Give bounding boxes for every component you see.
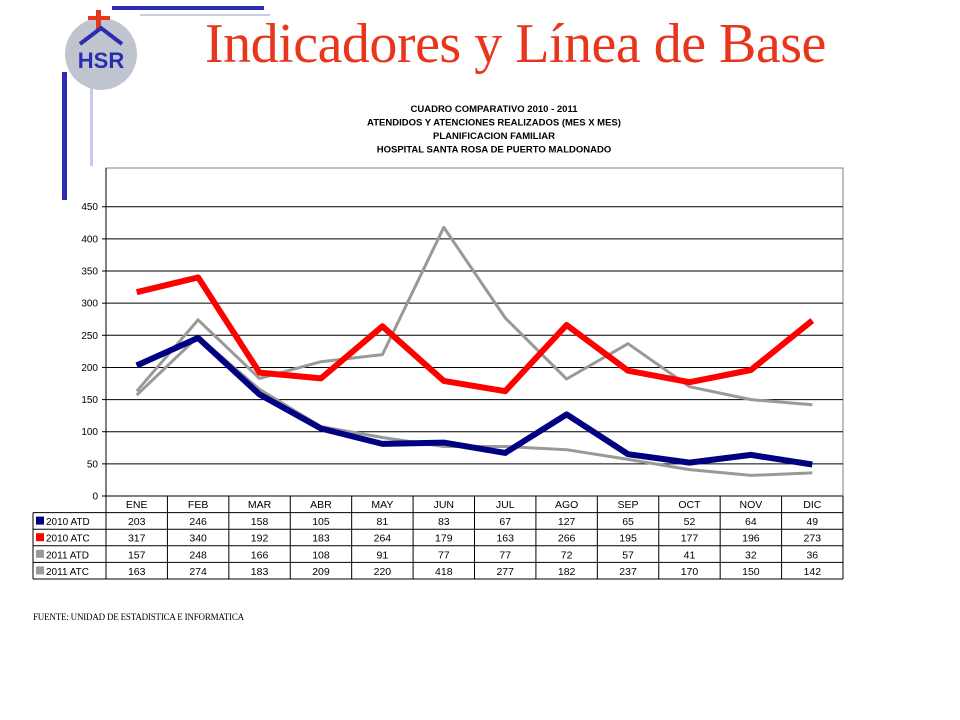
series-line-2011-atc [135, 225, 813, 407]
data-value-label: 183 [251, 566, 269, 578]
legend-swatch [36, 533, 44, 542]
data-value-label: 32 [745, 549, 757, 561]
x-category-label: DIC [803, 499, 822, 511]
data-value-label: 220 [374, 566, 392, 578]
hospital-logo: HSR [65, 10, 137, 90]
legend-label: 2010 ATD [46, 517, 90, 528]
legend-label: 2010 ATC [46, 534, 90, 545]
chart-title-line: CUADRO COMPARATIVO 2010 - 2011 [411, 104, 579, 115]
data-value-label: 36 [806, 549, 818, 561]
x-category-label: MAR [248, 499, 272, 511]
x-category-label: ABR [310, 499, 332, 511]
y-tick-label: 250 [81, 331, 98, 342]
chart-title-line: HOSPITAL SANTA ROSA DE PUERTO MALDONADO [377, 145, 612, 156]
y-tick-label: 150 [81, 395, 98, 406]
data-value-label: 196 [742, 533, 760, 545]
data-value-label: 91 [377, 549, 389, 561]
data-value-label: 77 [499, 549, 511, 561]
data-value-label: 177 [681, 533, 699, 545]
chart-title-line: PLANIFICACION FAMILIAR [433, 131, 555, 142]
data-value-label: 49 [806, 516, 818, 528]
page-title: Indicadores y Línea de Base [205, 13, 826, 75]
data-value-label: 183 [312, 533, 330, 545]
data-value-label: 195 [619, 533, 637, 545]
data-value-label: 264 [374, 533, 392, 545]
legend-label: 2011 ATC [46, 567, 89, 578]
data-value-label: 157 [128, 549, 146, 561]
data-value-label: 277 [496, 566, 514, 578]
data-value-label: 81 [377, 516, 389, 528]
data-value-label: 266 [558, 533, 576, 545]
data-value-label: 163 [496, 533, 514, 545]
y-tick-label: 400 [81, 234, 98, 245]
x-category-label: JUL [496, 499, 515, 511]
decor-bar-blue-top [112, 6, 264, 10]
data-value-label: 65 [622, 516, 634, 528]
data-value-label: 246 [189, 516, 207, 528]
data-value-label: 127 [558, 516, 576, 528]
data-value-label: 52 [684, 516, 696, 528]
logo-text: HSR [78, 48, 125, 73]
data-value-label: 273 [804, 533, 822, 545]
x-category-label: MAY [371, 499, 393, 511]
plot-area [105, 167, 844, 497]
data-value-label: 105 [312, 516, 330, 528]
decor-bar-light-left [90, 86, 93, 166]
data-value-label: 57 [622, 549, 634, 561]
legend-swatch [36, 516, 44, 525]
y-tick-label: 300 [81, 299, 98, 310]
legend-label: 2011 ATD [46, 550, 89, 561]
data-value-label: 274 [189, 566, 207, 578]
data-value-label: 192 [251, 533, 269, 545]
series-line-2010-atd [135, 334, 813, 468]
data-value-label: 209 [312, 566, 330, 578]
source-footnote: FUENTE: UNIDAD DE ESTADISTICA E INFORMAT… [33, 612, 244, 622]
series-line-2010-atc [135, 274, 815, 395]
x-category-label: AGO [555, 499, 578, 511]
legend-swatch [36, 549, 44, 558]
data-value-label: 142 [804, 566, 822, 578]
y-tick-label: 50 [87, 459, 99, 470]
x-category-label: NOV [739, 499, 762, 511]
data-value-label: 203 [128, 516, 146, 528]
data-value-label: 248 [189, 549, 207, 561]
decor-bar-blue-left [62, 72, 67, 200]
data-value-label: 179 [435, 533, 453, 545]
data-value-label: 67 [499, 516, 511, 528]
data-value-label: 166 [251, 549, 269, 561]
data-value-label: 418 [435, 566, 453, 578]
data-value-label: 77 [438, 549, 450, 561]
x-category-label: SEP [618, 499, 639, 511]
x-category-label: FEB [188, 499, 208, 511]
data-value-label: 41 [684, 549, 696, 561]
data-value-label: 83 [438, 516, 450, 528]
data-value-label: 317 [128, 533, 146, 545]
data-value-label: 163 [128, 566, 146, 578]
data-value-label: 340 [189, 533, 207, 545]
chart-title-line: ATENDIDOS Y ATENCIONES REALIZADOS (MES X… [367, 118, 621, 129]
x-category-label: JUN [434, 499, 454, 511]
data-value-label: 237 [619, 566, 637, 578]
data-value-label: 158 [251, 516, 269, 528]
y-tick-label: 350 [81, 267, 98, 278]
data-value-label: 72 [561, 549, 573, 561]
data-value-label: 108 [312, 549, 330, 561]
y-tick-label: 200 [81, 363, 98, 374]
x-category-label: OCT [678, 499, 701, 511]
data-value-label: 150 [742, 566, 760, 578]
data-value-label: 64 [745, 516, 757, 528]
decor-bar-light-top [140, 14, 270, 16]
data-value-label: 170 [681, 566, 699, 578]
y-tick-label: 450 [81, 202, 98, 213]
y-tick-label: 100 [81, 427, 98, 438]
y-tick-label: 0 [92, 492, 98, 503]
x-category-label: ENE [126, 499, 148, 511]
data-value-label: 182 [558, 566, 576, 578]
legend-swatch [36, 566, 44, 575]
